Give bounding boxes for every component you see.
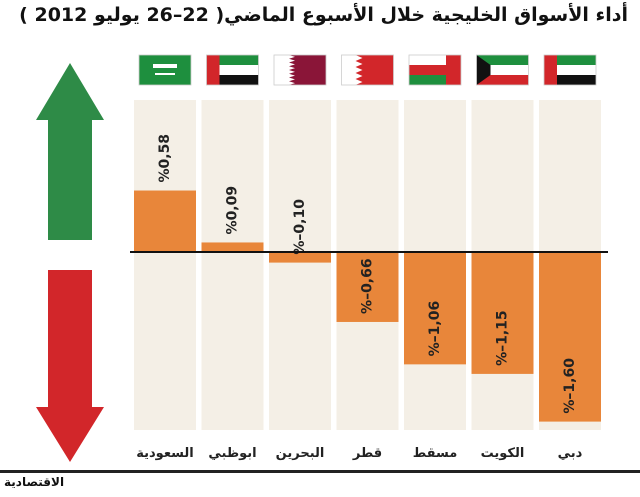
- chart-title: أداء الأسواق الخليجية خلال الأسبوع الماض…: [19, 4, 628, 26]
- down-arrow-icon: [36, 270, 104, 462]
- source-logo: الاقتصادية: [4, 475, 65, 489]
- bar: [336, 252, 399, 322]
- flag-uae-icon: [543, 54, 597, 86]
- bar: [404, 252, 466, 365]
- category-label: ابوظبي: [208, 446, 256, 461]
- bar: [471, 252, 534, 374]
- category-label: دبي: [558, 446, 583, 461]
- flags-row: [138, 54, 597, 86]
- bar: [134, 190, 196, 252]
- value-label: %–1,60: [562, 358, 578, 414]
- column-panel: [269, 100, 331, 430]
- direction-arrows: [36, 63, 104, 462]
- value-label: %0,58: [157, 134, 173, 183]
- category-label: مسقط: [413, 446, 458, 461]
- value-labels: %0,58 %0,09 %–0,10 %–0,66 %–1,06 %–1,15 %–1,60: [157, 134, 578, 414]
- column-panel: [201, 100, 264, 430]
- up-arrow-icon: [36, 63, 104, 240]
- category-label: البحرين: [276, 446, 325, 461]
- bar: [269, 252, 331, 263]
- flag-kuwait-icon: [476, 54, 529, 86]
- value-label: %–1,15: [495, 310, 511, 366]
- value-label: %–1,06: [427, 301, 443, 357]
- category-label: السعودية: [136, 446, 194, 461]
- category-label: قطر: [352, 446, 382, 461]
- flag-uae-icon: [206, 54, 259, 86]
- value-label: %–0,66: [360, 258, 376, 314]
- bar: [201, 242, 264, 252]
- bar: [539, 252, 601, 422]
- value-label: %–0,10: [292, 199, 308, 255]
- bars: [134, 190, 601, 422]
- flag-bahrain-icon: [341, 54, 394, 86]
- flag-qatar-icon: [273, 54, 327, 86]
- flag-oman-icon: [408, 54, 462, 86]
- flag-saudi-arabia-icon: [138, 54, 192, 86]
- category-label: الكويت: [481, 446, 525, 461]
- value-label: %0,09: [225, 186, 241, 235]
- footer: الاقتصادية: [0, 470, 640, 497]
- column-panel: [134, 100, 196, 430]
- category-labels: السعودية ابوظبي البحرين قطر مسقط الكويت دبي: [136, 446, 582, 461]
